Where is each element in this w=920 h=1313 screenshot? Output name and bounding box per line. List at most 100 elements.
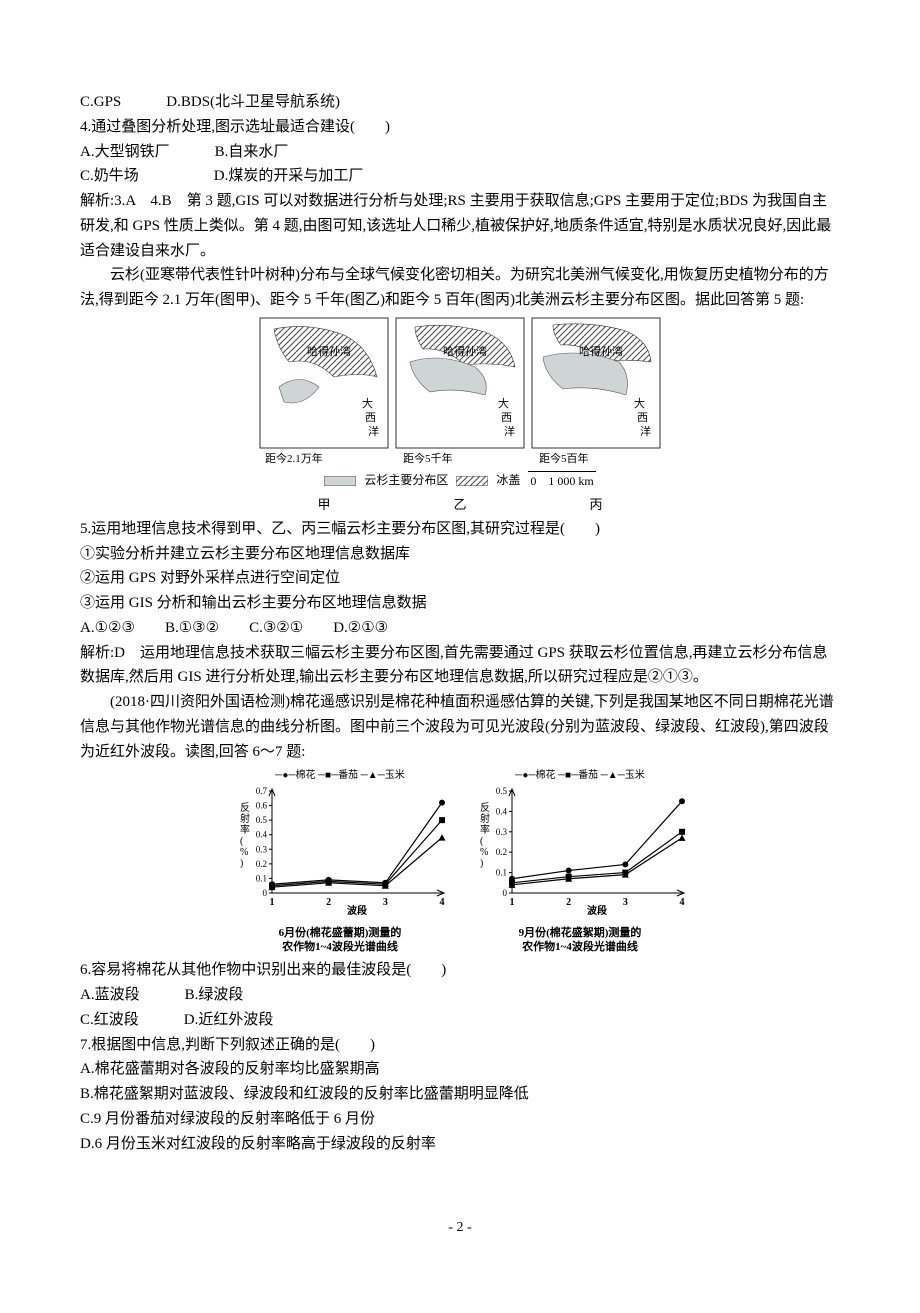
chart-sept-svg: 0 0.1 0.2 0.3 0.4 0.5 1 2 3 4 反射率(%) 波段 <box>470 785 690 915</box>
legend-ice: 冰盖 <box>496 471 520 491</box>
q5-options: A.①②③ B.①③② C.③②① D.②①③ <box>80 616 840 641</box>
q5-s1: ①实验分析并建立云杉主要分布区地理信息数据库 <box>80 542 840 567</box>
q4-opt-b: B.自来水厂 <box>215 144 289 160</box>
q6-options-cd: C.红波段 D.近红外波段 <box>80 1008 840 1033</box>
svg-text:西: 西 <box>637 412 648 424</box>
svg-text:1: 1 <box>270 897 275 908</box>
answer-5: 解析:D 运用地理信息技术获取三幅云杉主要分布区图,首先需要通过 GPS 获取云… <box>80 641 840 691</box>
q3-opt-d: D.BDS(北斗卫星导航系统) <box>166 94 340 110</box>
svg-text:4: 4 <box>440 897 445 908</box>
q7-opt-d: D.6 月份玉米对红波段的反射率略高于绿波段的反射率 <box>80 1132 840 1157</box>
chart-june: ─●─棉花 ─■─番茄 ─▲─玉米 00.10.20.30.40.50.60.7… <box>230 768 450 954</box>
q3-options-cd: C.GPS D.BDS(北斗卫星导航系统) <box>80 90 840 115</box>
svg-text:0: 0 <box>503 888 508 898</box>
q4-options-cd: C.奶牛场 D.煤炭的开采与加工厂 <box>80 164 840 189</box>
map-label-bing: 丙 <box>531 494 661 515</box>
chart-sept: ─●─棉花 ─■─番茄 ─▲─玉米 00.10.20.30.40.51234反射… <box>470 768 690 954</box>
svg-text:): ) <box>240 858 243 869</box>
label-atl1: 大 <box>362 396 373 410</box>
svg-text:%: % <box>240 847 248 858</box>
svg-text:0.2: 0.2 <box>496 847 507 857</box>
q6-opt-b: B.绿波段 <box>185 987 244 1003</box>
svg-text:西: 西 <box>501 412 512 424</box>
svg-text:洋: 洋 <box>640 424 651 438</box>
q5-opt-c: C.③②① <box>249 620 303 636</box>
q4-options-ab: A.大型钢铁厂 B.自来水厂 <box>80 140 840 165</box>
svg-text:反: 反 <box>240 802 250 814</box>
svg-text:%: % <box>480 847 488 858</box>
svg-text:1: 1 <box>510 897 515 908</box>
svg-text:0.6: 0.6 <box>256 801 268 811</box>
svg-text:射: 射 <box>240 813 250 825</box>
q6-stem: 6.容易将棉花从其他作物中识别出来的最佳波段是( ) <box>80 958 840 983</box>
q7-opt-b: B.棉花盛絮期对蓝波段、绿波段和红波段的反射率比盛蕾期明显降低 <box>80 1082 840 1107</box>
q3-opt-c: C.GPS <box>80 94 121 110</box>
svg-text:2: 2 <box>566 897 571 908</box>
map-yi: 哈得孙湾 大 西 洋 距今5千年 <box>395 317 525 467</box>
svg-text:0.3: 0.3 <box>496 827 508 837</box>
svg-text:): ) <box>480 858 483 869</box>
label-hudson: 哈得孙湾 <box>307 344 351 358</box>
svg-text:哈得孙湾: 哈得孙湾 <box>579 344 623 358</box>
q6-opt-c: C.红波段 <box>80 1012 139 1028</box>
svg-text:3: 3 <box>383 897 388 908</box>
q6-opt-d: D.近红外波段 <box>184 1012 274 1028</box>
legend-spruce: 云杉主要分布区 <box>364 471 448 491</box>
svg-text:0.5: 0.5 <box>256 815 268 825</box>
q5-stem: 5.运用地理信息技术得到甲、乙、丙三幅云杉主要分布区图,其研究过程是( ) <box>80 517 840 542</box>
maps-labels: 甲 乙 丙 <box>259 494 661 515</box>
svg-text:0.2: 0.2 <box>256 859 267 869</box>
svg-text:(: ( <box>480 836 484 847</box>
q4-stem: 4.通过叠图分析处理,图示选址最适合建设( ) <box>80 115 840 140</box>
q4-opt-d: D.煤炭的开采与加工厂 <box>214 168 364 184</box>
map-label-jia: 甲 <box>259 494 389 515</box>
q7-opt-c: C.9 月份番茄对绿波段的反射率略低于 6 月份 <box>80 1107 840 1132</box>
passage-q67: (2018·四川资阳外国语检测)棉花遥感识别是棉花种植面积遥感估算的关键,下列是… <box>80 690 840 764</box>
svg-text:射: 射 <box>480 813 490 825</box>
svg-text:反: 反 <box>480 802 490 814</box>
svg-text:波段: 波段 <box>587 904 607 915</box>
figure-charts: ─●─棉花 ─■─番茄 ─▲─玉米 00.10.20.30.40.50.60.7… <box>80 768 840 954</box>
svg-text:0.4: 0.4 <box>496 806 508 816</box>
svg-text:0.3: 0.3 <box>256 844 268 854</box>
svg-text:0.4: 0.4 <box>256 830 268 840</box>
maps-legend: 云杉主要分布区 冰盖 0 1 000 km <box>324 471 595 492</box>
q4-opt-c: C.奶牛场 <box>80 168 139 184</box>
q7-opt-a: A.棉花盛蕾期对各波段的反射率均比盛絮期高 <box>80 1057 840 1082</box>
q5-s3: ③运用 GIS 分析和输出云杉主要分布区地理信息数据 <box>80 591 840 616</box>
svg-text:率: 率 <box>480 823 490 836</box>
svg-text:0: 0 <box>263 888 268 898</box>
q5-opt-b: B.①③② <box>165 620 219 636</box>
chart-june-svg: 0 0.1 0.2 0.3 0.4 0.5 0.6 0.7 1 2 3 4 反射率(%) 波段 <box>230 785 450 915</box>
q6-opt-a: A.蓝波段 <box>80 987 140 1003</box>
passage-q5: 云杉(亚寒带代表性针叶树种)分布与全球气候变化密切相关。为研究北美洲气候变化,用… <box>80 263 840 313</box>
legend-scale: 0 1 000 km <box>528 471 595 492</box>
answer-3-4: 解析:3.A 4.B 第 3 题,GIS 可以对数据进行分析与处理;RS 主要用… <box>80 189 840 263</box>
q5-opt-a: A.①②③ <box>80 620 135 636</box>
label-atl3: 洋 <box>368 424 379 438</box>
svg-text:大: 大 <box>634 396 645 410</box>
page-number: - 2 - <box>80 1216 840 1239</box>
svg-text:0.7: 0.7 <box>256 786 268 796</box>
q5-s2: ②运用 GPS 对野外采样点进行空间定位 <box>80 566 840 591</box>
map-label-yi: 乙 <box>395 494 525 515</box>
svg-text:4: 4 <box>680 897 685 908</box>
svg-text:0.1: 0.1 <box>256 873 267 883</box>
svg-text:波段: 波段 <box>347 904 367 915</box>
svg-text:哈得孙湾: 哈得孙湾 <box>443 344 487 358</box>
q5-opt-d: D.②①③ <box>333 620 388 636</box>
map-jia: 哈得孙湾 大 西 洋 距今2.1万年 <box>259 317 389 467</box>
svg-text:洋: 洋 <box>504 424 515 438</box>
svg-text:2: 2 <box>326 897 331 908</box>
svg-text:率: 率 <box>240 823 250 836</box>
svg-text:大: 大 <box>498 396 509 410</box>
q6-options-ab: A.蓝波段 B.绿波段 <box>80 983 840 1008</box>
svg-text:0.5: 0.5 <box>496 786 508 796</box>
map-cap2: 距今5千年 <box>403 451 453 465</box>
svg-text:(: ( <box>240 836 244 847</box>
map-cap1: 距今2.1万年 <box>265 451 323 465</box>
map-cap3: 距今5百年 <box>539 451 589 465</box>
map-bing: 哈得孙湾 大 西 洋 距今5百年 <box>531 317 661 467</box>
svg-text:0.1: 0.1 <box>496 868 507 878</box>
svg-text:3: 3 <box>623 897 628 908</box>
